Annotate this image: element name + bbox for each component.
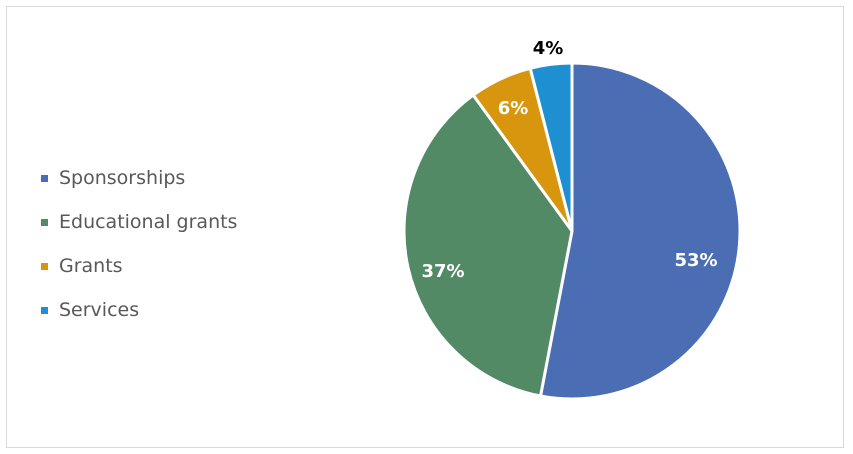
- pie-slice-services: [528, 61, 574, 233]
- legend-label: Sponsorships: [59, 167, 186, 189]
- legend-item-sponsorships: Sponsorships: [41, 156, 341, 200]
- data-label-sponsorships: 53%: [674, 250, 717, 271]
- pie-slice-educational-grants: [402, 93, 574, 398]
- pie-slice-sponsorships: [539, 61, 742, 401]
- legend-item-educational-grants: Educational grants: [41, 200, 341, 244]
- legend-label: Services: [59, 299, 140, 321]
- legend-item-services: Services: [41, 288, 341, 332]
- legend-label: Grants: [59, 255, 123, 277]
- legend-label: Educational grants: [59, 211, 238, 233]
- legend-item-grants: Grants: [41, 244, 341, 288]
- legend-swatch: [41, 262, 48, 270]
- chart-legend: Sponsorships Educational grants Grants S…: [41, 156, 341, 332]
- data-label-grants: 6%: [498, 98, 529, 119]
- legend-swatch: [41, 174, 48, 182]
- data-label-educational-grants: 37%: [421, 261, 464, 282]
- legend-swatch: [41, 218, 48, 226]
- legend-swatch: [41, 306, 48, 314]
- data-label-services: 4%: [533, 38, 564, 59]
